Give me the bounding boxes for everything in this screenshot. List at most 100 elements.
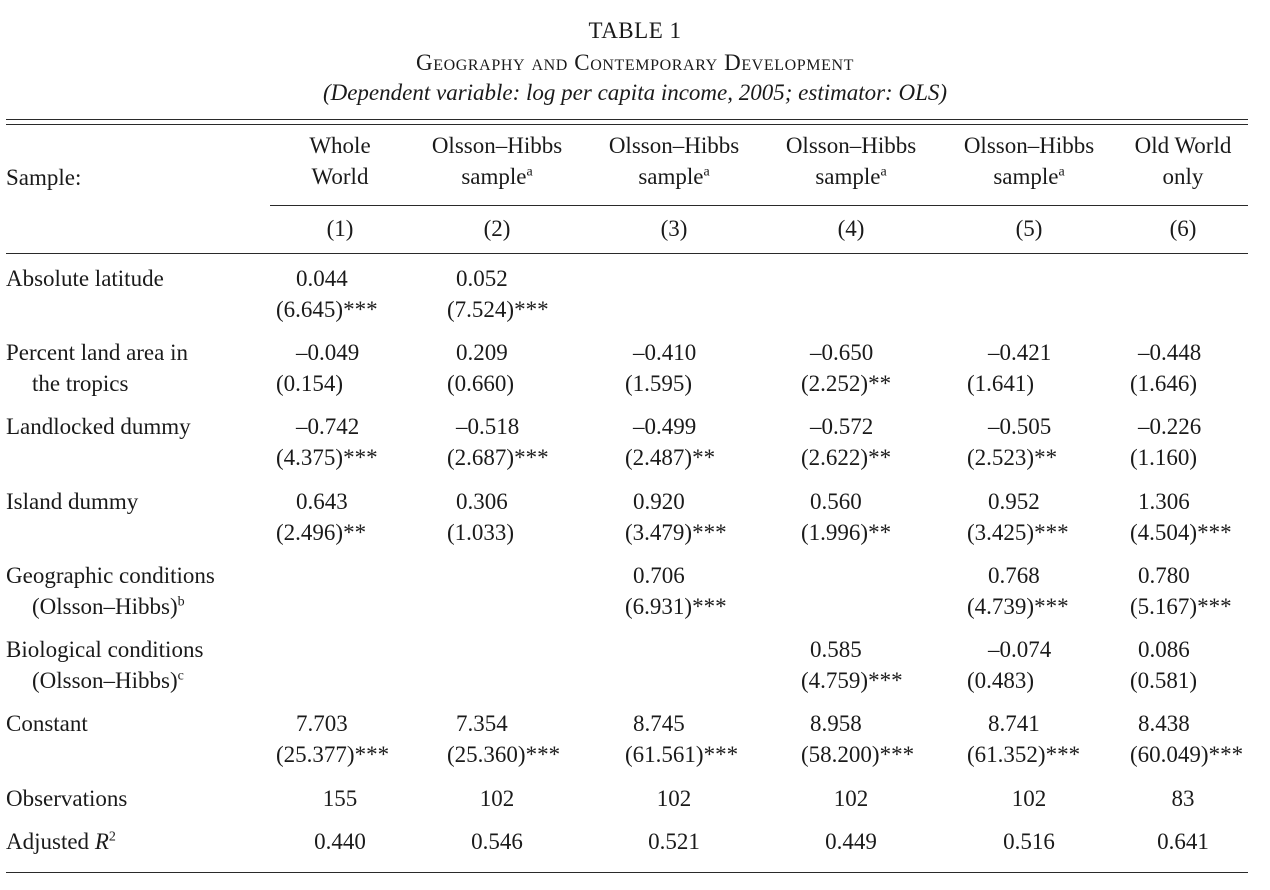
t-statistic-cell: (1.595) bbox=[625, 371, 693, 396]
row-label-text: (Olsson–Hibbs) bbox=[32, 668, 178, 693]
observations-cell: 102 bbox=[479, 786, 515, 811]
column-number: (2) bbox=[483, 216, 511, 241]
t-statistic-cell: (0.483) bbox=[967, 668, 1035, 693]
column-header-line1: Olsson–Hibbs bbox=[431, 133, 563, 158]
observations-cell: 102 bbox=[656, 786, 692, 811]
column-header-line1: Old World bbox=[1134, 133, 1232, 158]
t-statistic-cell: (2.252)** bbox=[801, 371, 892, 396]
adj-r2-cell: 0.440 bbox=[314, 829, 366, 854]
row-label-cont: the tropics bbox=[6, 369, 128, 399]
column-header-line2: samplea bbox=[589, 162, 759, 192]
footnote-marker: c bbox=[177, 668, 184, 684]
t-statistic-cell: (2.487)** bbox=[625, 445, 716, 470]
t-statistic-cell: (25.377)*** bbox=[276, 742, 390, 767]
t-statistic-cell: (61.352)*** bbox=[967, 742, 1081, 767]
coefficient-cell: 0.920 bbox=[633, 489, 685, 514]
coefficient-cell: 8.741 bbox=[988, 711, 1040, 736]
row-label-cont: (Olsson–Hibbs)c bbox=[6, 666, 184, 696]
t-statistic-cell: (25.360)*** bbox=[447, 742, 561, 767]
column-header-line2: samplea bbox=[944, 162, 1114, 192]
coefficient-cell: –0.049 bbox=[296, 340, 360, 365]
column-header-text: sample bbox=[993, 164, 1059, 189]
footnote-marker: a bbox=[1058, 164, 1065, 180]
column-number: (1) bbox=[326, 216, 354, 241]
column-header-line1: Olsson–Hibbs bbox=[963, 133, 1095, 158]
coefficient-cell: –0.421 bbox=[988, 340, 1052, 365]
coefficient-cell: –0.499 bbox=[633, 414, 697, 439]
coefficient-cell: –0.742 bbox=[296, 414, 360, 439]
t-statistic-cell: (2.523)** bbox=[967, 445, 1058, 470]
row-label: Adjusted R2 bbox=[6, 827, 116, 857]
column-header-line1: Olsson–Hibbs bbox=[608, 133, 740, 158]
coefficient-cell: 7.354 bbox=[456, 711, 508, 736]
column-header-line2: samplea bbox=[766, 162, 936, 192]
coefficient-cell: –0.074 bbox=[988, 637, 1052, 662]
column-number: (5) bbox=[1015, 216, 1043, 241]
adj-r2-cell: 0.546 bbox=[471, 829, 523, 854]
coefficient-cell: 7.703 bbox=[296, 711, 348, 736]
footnote-marker: b bbox=[177, 594, 185, 610]
column-header-line2: World bbox=[255, 162, 425, 192]
t-statistic-cell: (1.996)** bbox=[801, 520, 892, 545]
coefficient-cell: 0.209 bbox=[456, 340, 508, 365]
observations-cell: 102 bbox=[833, 786, 869, 811]
column-header-line2: samplea bbox=[412, 162, 582, 192]
coefficient-cell: –0.572 bbox=[810, 414, 874, 439]
column-number: (4) bbox=[837, 216, 865, 241]
t-statistic-cell: (0.660) bbox=[447, 371, 515, 396]
t-statistic-cell: (4.504)*** bbox=[1130, 520, 1232, 545]
footnote-marker: a bbox=[880, 164, 887, 180]
row-label: Island dummy bbox=[6, 489, 139, 514]
t-statistic-cell: (4.759)*** bbox=[801, 668, 903, 693]
t-statistic-cell: (1.641) bbox=[967, 371, 1035, 396]
coefficient-cell: –0.410 bbox=[633, 340, 697, 365]
coefficient-cell: –0.226 bbox=[1138, 414, 1202, 439]
row-label: Observations bbox=[6, 786, 128, 811]
t-statistic-cell: (6.931)*** bbox=[625, 594, 727, 619]
footnote-marker: a bbox=[703, 164, 710, 180]
r-symbol: R bbox=[94, 829, 109, 854]
coefficient-cell: 1.306 bbox=[1138, 489, 1190, 514]
coefficient-cell: 0.706 bbox=[633, 563, 685, 588]
observations-cell: 155 bbox=[322, 786, 358, 811]
table-number: TABLE 1 bbox=[588, 18, 682, 43]
coefficient-cell: 0.560 bbox=[810, 489, 862, 514]
coefficient-cell: –0.650 bbox=[810, 340, 874, 365]
column-header-text: World bbox=[311, 164, 369, 189]
coefficient-cell: 8.745 bbox=[633, 711, 685, 736]
coefficient-cell: 0.052 bbox=[456, 266, 508, 291]
t-statistic-cell: (1.160) bbox=[1130, 445, 1198, 470]
top-rule-1 bbox=[6, 119, 1248, 120]
column-number: (6) bbox=[1169, 216, 1197, 241]
adj-r2-cell: 0.449 bbox=[825, 829, 877, 854]
row-label-cont: (Olsson–Hibbs)b bbox=[6, 592, 185, 622]
table-subtitle: (Dependent variable: log per capita inco… bbox=[322, 80, 948, 105]
coefficient-cell: –0.505 bbox=[988, 414, 1052, 439]
sample-label: Sample: bbox=[6, 165, 82, 190]
footnote-marker: a bbox=[526, 164, 533, 180]
header-underline bbox=[270, 205, 1248, 206]
row-label: Absolute latitude bbox=[6, 266, 164, 291]
row-label-text: (Olsson–Hibbs) bbox=[32, 594, 178, 619]
table-title: Geography and Contemporary Development bbox=[416, 50, 854, 75]
t-statistic-cell: (6.645)*** bbox=[276, 297, 378, 322]
row-label: Constant bbox=[6, 711, 88, 736]
t-statistic-cell: (2.622)** bbox=[801, 445, 892, 470]
adj-r2-cell: 0.641 bbox=[1157, 829, 1209, 854]
coefficient-cell: –0.518 bbox=[456, 414, 520, 439]
column-header-text: sample bbox=[815, 164, 881, 189]
coefficient-cell: –0.448 bbox=[1138, 340, 1202, 365]
column-number: (3) bbox=[660, 216, 688, 241]
column-header-line2: only bbox=[1098, 162, 1268, 192]
t-statistic-cell: (1.646) bbox=[1130, 371, 1198, 396]
bottom-rule bbox=[6, 872, 1248, 873]
column-header-text: sample bbox=[638, 164, 704, 189]
coefficient-cell: 0.780 bbox=[1138, 563, 1190, 588]
adj-r2-cell: 0.516 bbox=[1003, 829, 1055, 854]
t-statistic-cell: (3.479)*** bbox=[625, 520, 727, 545]
row-label: Geographic conditions bbox=[6, 563, 215, 588]
coefficient-cell: 0.044 bbox=[296, 266, 348, 291]
column-header-line1: Whole bbox=[309, 133, 371, 158]
coefficient-cell: 0.643 bbox=[296, 489, 348, 514]
t-statistic-cell: (2.687)*** bbox=[447, 445, 549, 470]
